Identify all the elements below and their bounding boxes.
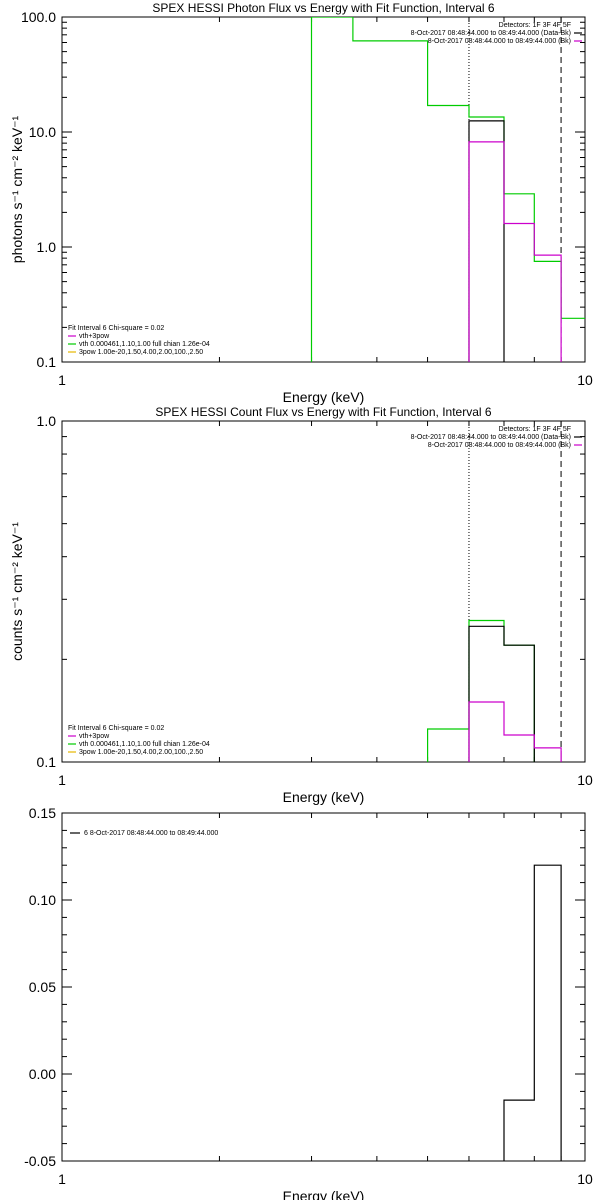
series-2-line — [468, 625, 535, 762]
legend-bottom-entry: 3pow 1.00e-20,1.50,4.00,2.00,100.,2.50 — [79, 749, 203, 756]
chart-panel-3: 1 10 -0.05 0.00 0.05 0.10 0.15 Energy (keV) 6 8-… — [24, 805, 593, 1200]
series-3-line — [468, 141, 562, 362]
y-tick-label: 0.00 — [29, 1066, 56, 1082]
x-tick-label: 10 — [577, 372, 593, 388]
legend-top-entry: 8-Oct-2017 08:48:44.000 to 08:49:44.000 … — [411, 434, 571, 441]
x-axis-label: Energy (keV) — [283, 389, 365, 405]
legend-top-entry: 8-Oct-2017 08:48:44.000 to 08:49:44.000 … — [411, 30, 571, 37]
x-tick-label: 1 — [58, 372, 66, 388]
legend-bottom-entry: vth 0.000461,1.10,1.00 full chian 1.26e-… — [79, 341, 210, 348]
chart-panel-2: 1 10 0.1 1.0 SPEX HESSI Count Flux vs Energy… — [9, 405, 593, 805]
x-tick-label: 1 — [58, 772, 66, 788]
y-tick-label: 1.0 — [37, 239, 57, 255]
series-group — [503, 864, 562, 1161]
series-2-line — [468, 120, 505, 362]
legend-bottom-entry: vth+3pow — [79, 733, 110, 740]
y-tick-label: 10.0 — [29, 124, 56, 140]
y-tick-label: 0.05 — [29, 979, 56, 995]
y-tick-label: 0.15 — [29, 805, 56, 821]
series-group — [427, 619, 562, 762]
series-1-line — [310, 17, 585, 362]
y-tick-label: 100.0 — [21, 9, 56, 25]
legend-top-entry: Detectors: 1F 3F 4F 5F — [499, 426, 571, 433]
y-tick-label: 0.1 — [37, 354, 57, 370]
y-tick-label: 0.1 — [37, 754, 57, 770]
x-axis-label: Energy (keV) — [283, 789, 365, 805]
legend-top-entry: Detectors: 1F 3F 4F 5F — [499, 22, 571, 29]
y-axis-label: counts s⁻¹ cm⁻² keV⁻¹ — [9, 522, 25, 661]
plot-frame — [61, 420, 586, 763]
legend-bottom-entry: vth 0.000461,1.10,1.00 full chian 1.26e-… — [79, 741, 210, 748]
plot-frame — [61, 16, 586, 363]
y-axis-label: photons s⁻¹ cm⁻² keV⁻¹ — [9, 115, 25, 263]
legend-inset-entry: 6 8-Oct-2017 08:48:44.000 to 08:49:44.00… — [84, 830, 218, 837]
chart-title: SPEX HESSI Count Flux vs Energy with Fit… — [155, 405, 491, 419]
series-1-line — [427, 619, 535, 762]
y-tick-label: -0.05 — [24, 1153, 56, 1169]
y-tick-label: 0.10 — [29, 892, 56, 908]
series-1-line — [503, 864, 562, 1161]
x-tick-label: 10 — [577, 772, 593, 788]
x-tick-label: 1 — [58, 1171, 66, 1187]
x-axis-label: Energy (keV) — [283, 1188, 365, 1200]
plot-frame — [61, 812, 586, 1162]
x-tick-label: 10 — [577, 1171, 593, 1187]
chart-title: SPEX HESSI Photon Flux vs Energy with Fi… — [152, 1, 494, 15]
legend-bottom-entry: Fit Interval 6 Chi-square = 0.02 — [68, 325, 164, 332]
legend-bottom-entry: vth+3pow — [79, 333, 110, 340]
legend-top-entry: 8-Oct-2017 08:48:44.000 to 08:49:44.000 … — [428, 442, 571, 449]
legend-top-entry: 8-Oct-2017 08:48:44.000 to 08:49:44.000 … — [428, 38, 571, 45]
legend-bottom-entry: Fit Interval 6 Chi-square = 0.02 — [68, 725, 164, 732]
series-3-line — [468, 701, 562, 762]
y-tick-label: 1.0 — [37, 413, 57, 429]
series-group — [310, 17, 585, 362]
chart-panel-1: 1 10 0.1 1.0 10.0 100.0 SPEX HESSI Photon Flux… — [9, 1, 593, 405]
legend-bottom-entry: 3pow 1.00e-20,1.50,4.00,2.00,100.,2.50 — [79, 349, 203, 356]
